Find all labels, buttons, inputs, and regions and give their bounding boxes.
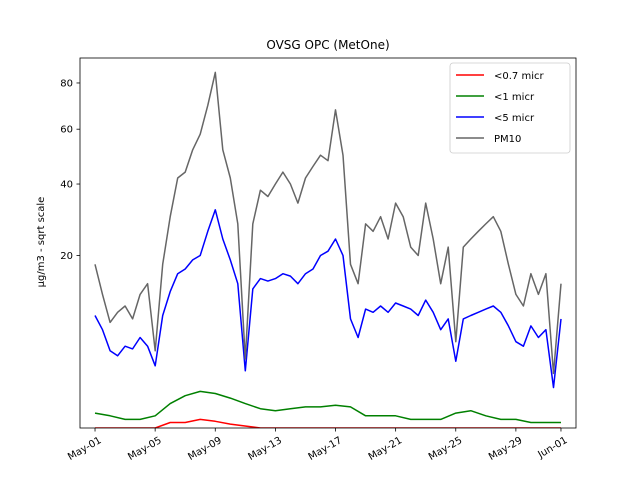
legend-label-1: <0.7 micr [494, 71, 544, 82]
y-tick-label-20: 20 [60, 251, 73, 262]
y-tick-label-80: 80 [60, 78, 73, 89]
y-tick-label-40: 40 [60, 180, 73, 191]
legend-label-3: <5 micr [494, 113, 535, 124]
legend-label-2: <1 micr [494, 92, 535, 103]
series-line-3 [94, 209, 562, 389]
legend-box [449, 62, 571, 154]
axes-frame [79, 57, 577, 429]
y-axis-label: µg/m3 - sqrt scale [36, 197, 47, 288]
series-line-2 [94, 390, 561, 424]
series-lines [94, 71, 562, 428]
y-tick-label-60: 60 [60, 125, 73, 136]
legend: <0.7 micr <1 micr <5 micr PM10 [449, 62, 571, 154]
chart-title: OVSG OPC (MetOne) [266, 38, 389, 52]
legend-label-4: PM10 [494, 134, 521, 145]
series-line-1 [95, 418, 561, 428]
series-line-4 [94, 71, 562, 375]
